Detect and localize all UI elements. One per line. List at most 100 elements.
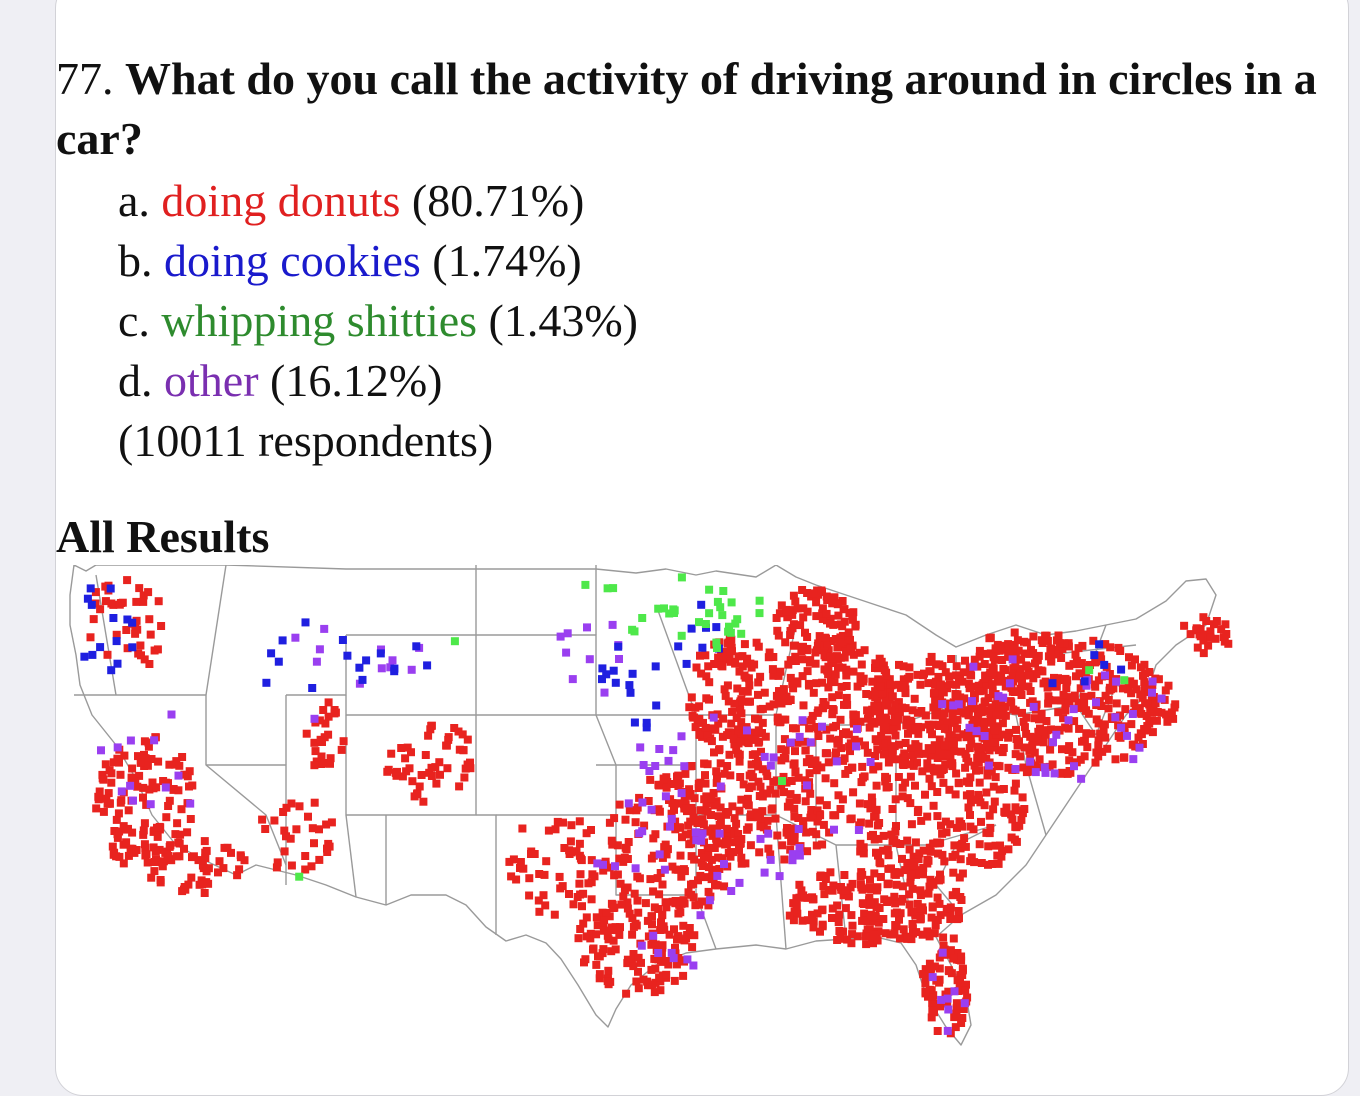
dot-doing-donuts bbox=[867, 717, 876, 726]
dot-doing-donuts bbox=[713, 772, 721, 781]
dot-doing-donuts bbox=[822, 609, 831, 618]
dot-doing-donuts bbox=[888, 746, 897, 755]
dot-doing-donuts bbox=[326, 754, 335, 763]
dot-other bbox=[1092, 698, 1100, 707]
dot-doing-donuts bbox=[930, 929, 939, 938]
dot-doing-donuts bbox=[408, 777, 417, 786]
dot-doing-donuts bbox=[700, 759, 709, 768]
dot-doing-donuts bbox=[668, 780, 677, 788]
dot-doing-donuts bbox=[980, 743, 989, 752]
dot-doing-donuts bbox=[695, 730, 704, 739]
dot-doing-donuts bbox=[826, 734, 835, 743]
dot-doing-donuts bbox=[866, 804, 875, 813]
dot-doing-donuts bbox=[873, 936, 882, 945]
dot-doing-donuts bbox=[812, 598, 821, 607]
dot-doing-donuts bbox=[698, 815, 707, 824]
state-border-line bbox=[476, 814, 497, 935]
dot-doing-donuts bbox=[808, 711, 817, 720]
dot-doing-donuts bbox=[803, 847, 812, 856]
dot-doing-donuts bbox=[671, 825, 680, 834]
dot-doing-donuts bbox=[880, 666, 889, 675]
dot-doing-donuts bbox=[856, 839, 865, 848]
dot-doing-donuts bbox=[715, 865, 724, 873]
dot-other bbox=[830, 825, 838, 834]
dot-doing-donuts bbox=[330, 709, 339, 718]
dot-doing-donuts bbox=[809, 917, 818, 926]
dot-doing-donuts bbox=[407, 748, 415, 757]
dot-doing-donuts bbox=[838, 597, 847, 605]
dot-doing-donuts bbox=[1025, 746, 1034, 755]
dot-doing-donuts bbox=[1055, 639, 1064, 648]
dot-doing-donuts bbox=[828, 904, 837, 913]
dot-doing-donuts bbox=[1127, 720, 1136, 729]
dot-doing-donuts bbox=[829, 881, 838, 890]
dot-doing-donuts bbox=[952, 887, 961, 896]
dot-doing-donuts bbox=[933, 764, 942, 773]
dot-doing-donuts bbox=[697, 849, 706, 857]
answer-letter: d. bbox=[118, 355, 153, 406]
dot-other bbox=[943, 1026, 952, 1035]
dot-other bbox=[654, 949, 663, 957]
dot-doing-donuts bbox=[877, 657, 886, 666]
dot-doing-donuts bbox=[743, 794, 752, 803]
dot-doing-donuts bbox=[144, 588, 153, 597]
dot-doing-donuts bbox=[634, 967, 642, 976]
dot-doing-donuts bbox=[780, 788, 788, 797]
dot-doing-donuts bbox=[834, 611, 843, 620]
dot-other bbox=[635, 829, 644, 838]
dot-doing-donuts bbox=[152, 783, 161, 792]
dot-doing-donuts bbox=[939, 933, 948, 942]
dot-doing-donuts bbox=[763, 816, 772, 825]
dot-doing-donuts bbox=[302, 729, 311, 738]
dot-doing-donuts bbox=[815, 796, 824, 805]
dot-other bbox=[968, 697, 976, 706]
dot-doing-donuts bbox=[714, 812, 723, 821]
dot-other bbox=[1050, 769, 1059, 778]
dot-doing-donuts bbox=[1089, 636, 1098, 645]
dot-doing-donuts bbox=[1062, 684, 1071, 693]
dot-doing-donuts bbox=[716, 759, 725, 768]
dot-doing-donuts bbox=[799, 701, 808, 710]
dot-doing-cookies bbox=[614, 642, 623, 651]
dot-doing-donuts bbox=[961, 763, 970, 772]
dot-doing-cookies bbox=[1090, 651, 1099, 660]
dot-doing-donuts bbox=[1081, 670, 1090, 679]
dot-doing-donuts bbox=[883, 880, 892, 889]
dot-doing-donuts bbox=[94, 792, 103, 801]
dot-doing-donuts bbox=[816, 873, 825, 881]
dot-doing-donuts bbox=[186, 815, 195, 823]
dot-doing-donuts bbox=[301, 865, 310, 874]
dot-doing-donuts bbox=[1141, 669, 1150, 678]
dot-doing-donuts bbox=[938, 662, 947, 671]
dot-doing-donuts bbox=[976, 705, 985, 713]
dot-other bbox=[1128, 710, 1137, 718]
dot-doing-donuts bbox=[795, 880, 804, 889]
dot-doing-cookies bbox=[109, 614, 118, 622]
dot-doing-donuts bbox=[782, 828, 791, 837]
dot-doing-donuts bbox=[828, 886, 837, 895]
dot-doing-donuts bbox=[793, 604, 802, 613]
dot-doing-donuts bbox=[785, 798, 794, 807]
dot-doing-donuts bbox=[640, 821, 649, 830]
dot-doing-donuts bbox=[834, 918, 843, 927]
dot-other bbox=[760, 868, 769, 877]
dot-doing-donuts bbox=[544, 826, 553, 835]
dot-doing-donuts bbox=[1161, 686, 1170, 695]
dot-doing-donuts bbox=[615, 930, 624, 939]
dot-doing-donuts bbox=[842, 671, 851, 680]
dot-doing-donuts bbox=[1041, 677, 1050, 686]
dot-whipping-shitties bbox=[677, 573, 686, 582]
dot-doing-donuts bbox=[1010, 628, 1019, 637]
dot-doing-donuts bbox=[776, 667, 785, 676]
dot-doing-donuts bbox=[939, 765, 948, 774]
dot-doing-donuts bbox=[1083, 743, 1092, 752]
dot-whipping-shitties bbox=[1085, 666, 1094, 675]
dot-doing-donuts bbox=[144, 738, 153, 747]
dot-doing-donuts bbox=[871, 707, 880, 716]
answer-label-other: other bbox=[164, 355, 259, 406]
dot-doing-donuts bbox=[261, 825, 270, 833]
dot-other bbox=[113, 743, 122, 752]
dot-doing-donuts bbox=[1152, 716, 1161, 725]
dot-doing-donuts bbox=[813, 586, 822, 595]
dot-doing-donuts bbox=[122, 626, 131, 634]
